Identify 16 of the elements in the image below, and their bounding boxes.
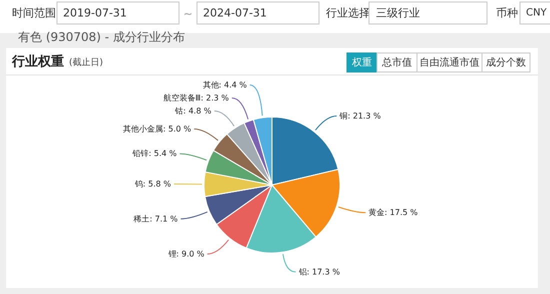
slice-label: 钴: 4.8 % (174, 106, 212, 116)
slice-label: 铝: 17.3 % (298, 267, 340, 276)
slice-label: 钨: 5.8 % (134, 180, 172, 189)
slice-label: 铜: 21.3 % (338, 112, 382, 121)
slice-label: 航空装备Ⅲ: 2.3 % (163, 94, 230, 103)
chart-title: 有色 (930708) - 成分行业分布 (18, 30, 185, 44)
text: (截止日) (69, 57, 104, 68)
chart-subtitle: 行业权重 (11, 54, 64, 70)
slice-label: 其他: 4.4 % (202, 80, 248, 90)
slice-label: 铅锌: 5.4 % (132, 149, 178, 158)
slice-label: 其他小金属: 5.0 % (123, 124, 192, 134)
slice-label: 黄金: 17.5 % (368, 208, 418, 218)
tabs: 权重 总市值 自由流通市值 成分个数 (346, 52, 530, 72)
controls: 时间范围 2019-07-31 ~ 2024-07-31 行业选择 三级行业 币种 CNY (12, 2, 550, 24)
slice-label: 锂: 9.0 % (167, 249, 205, 258)
slice-label: 稀土: 7.1 % (134, 214, 178, 224)
